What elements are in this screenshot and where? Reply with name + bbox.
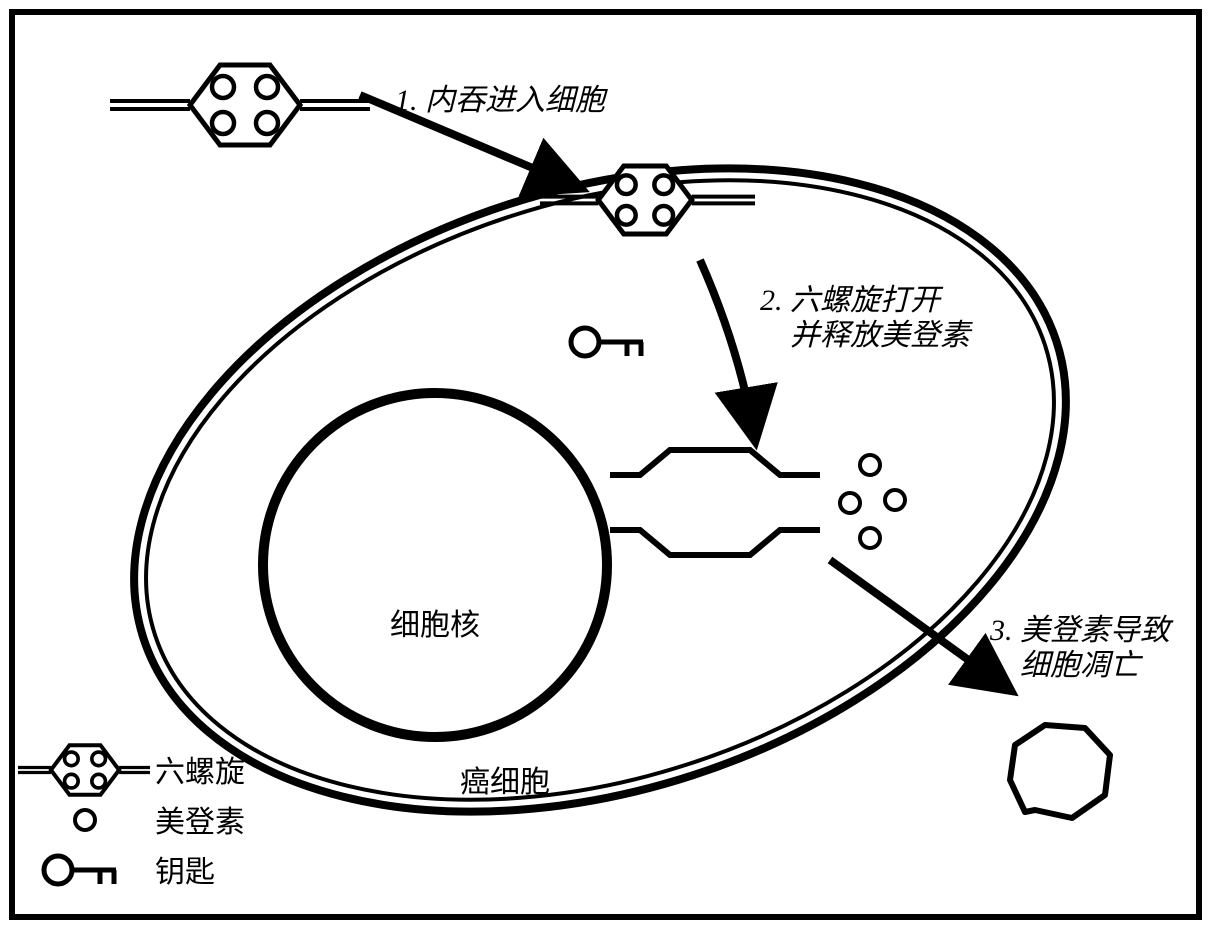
legend-drug-label: 美登素 — [155, 806, 245, 839]
legend-hex-glyph — [18, 745, 150, 795]
diagram-canvas: 细胞核癌细胞 1. 内吞进入细胞 2. 六螺旋打开并释放美登素 3. 美登素导致细胞凋… — [0, 0, 1211, 929]
hex-carrier-outside — [110, 65, 370, 145]
cell-label: 癌细胞 — [460, 766, 550, 799]
step2-label-line1: 2. 六螺旋打开 — [760, 284, 944, 317]
free-drug-3 — [860, 528, 880, 548]
free-drug-2 — [885, 490, 905, 510]
step1-label: 1. 内吞进入细胞 — [395, 84, 608, 117]
legend-key-label: 钥匙 — [155, 856, 215, 889]
diagram-svg: 细胞核癌细胞 1. 内吞进入细胞 2. 六螺旋打开并释放美登素 3. 美登素导致细胞凋… — [0, 0, 1211, 929]
cell-membrane — [51, 56, 1149, 923]
arrow-3 — [830, 560, 1010, 690]
legend-hex-label: 六螺旋 — [155, 756, 245, 789]
nucleus — [263, 393, 607, 737]
hex-carrier-open — [610, 450, 820, 555]
step3-label-line1: 3. 美登素导致 — [989, 614, 1174, 647]
legend-key-glyph — [44, 856, 116, 884]
free-drug-1 — [840, 493, 860, 513]
key-icon — [571, 328, 643, 356]
apoptotic-blob — [1010, 725, 1110, 818]
step3-label-line2: 细胞凋亡 — [1020, 649, 1144, 682]
free-drug-0 — [860, 455, 880, 475]
arrow-2 — [700, 260, 755, 440]
step2-label-line2: 并释放美登素 — [790, 319, 973, 352]
nucleus-label: 细胞核 — [390, 609, 480, 642]
legend-drug-glyph — [75, 810, 95, 830]
